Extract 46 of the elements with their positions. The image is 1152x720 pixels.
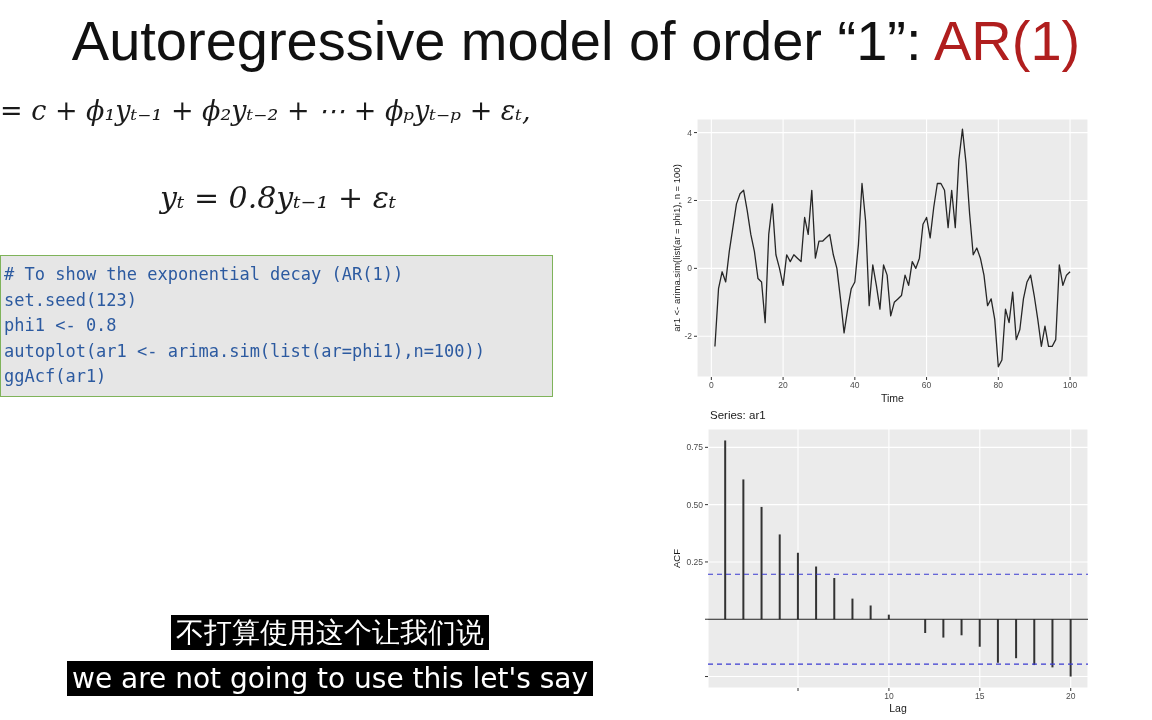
x-tick-label: 100 [1062, 380, 1078, 391]
bar [996, 619, 999, 663]
text: Autoregressive model of order “1”: AR(1) [70, 8, 1082, 73]
line-series [714, 128, 1071, 368]
x-tick-label: 15 [975, 691, 985, 702]
text: yₜ = 0.8yₜ₋₁ + εₜ [160, 180, 397, 215]
bar [778, 534, 781, 620]
x-tick-label: 20 [1065, 691, 1076, 702]
x-tick-label: 10 [884, 691, 894, 702]
y-tick-label: 0.75 [686, 442, 704, 453]
bar [833, 577, 836, 620]
y-tick-label: 2 [687, 195, 693, 206]
chart-title: Series: ar1 [710, 409, 766, 421]
bar [1033, 619, 1036, 666]
code-panel: # To show the exponential decay (AR(1)) set.seed(123) phi1 <- 0.8 autoplot(ar1 <- arima.sim(list(ar=phi1),n=100)) ggAcf(ar1) [0, 255, 553, 397]
x-tick-label: 0 [708, 380, 714, 391]
bar [760, 506, 763, 620]
y-tick-label: 0.50 [686, 499, 704, 510]
bar [869, 605, 872, 620]
x-tick-label: 20 [778, 380, 789, 391]
bar [742, 479, 745, 620]
text: = c + ϕ₁yₜ₋₁ + ϕ₂yₜ₋₂ + ⋯ + ϕₚyₜ₋ₚ + εₜ, [0, 95, 531, 126]
y-tick-label: 0 [687, 263, 693, 274]
x-axis-title: Lag [889, 702, 907, 714]
bar [960, 619, 963, 636]
y-axis-title: ACF [670, 548, 682, 568]
bar [1069, 619, 1072, 677]
bar [851, 598, 854, 620]
x-tick-label: 80 [993, 380, 1004, 391]
y-axis-title: ar1 <- arima.sim(list(ar = phi1), n = 100) [670, 164, 682, 332]
bar [1051, 619, 1054, 668]
text: 不打算使用这个让我们说 [171, 615, 489, 650]
y-tick-label: 0.25 [686, 556, 704, 567]
x-tick-label: 60 [921, 380, 932, 391]
y-tick-label: 4 [687, 127, 693, 138]
bar [724, 440, 727, 620]
x-tick-label: 40 [850, 380, 860, 391]
bar [978, 619, 981, 647]
bar [1015, 619, 1018, 659]
bar [815, 566, 818, 620]
bar [796, 552, 799, 620]
text: we are not going to use this let's say [66, 661, 594, 696]
bar [924, 619, 927, 633]
x-axis-title: Time [881, 392, 905, 404]
y-tick-label: -2 [684, 331, 693, 342]
bar [942, 619, 945, 638]
